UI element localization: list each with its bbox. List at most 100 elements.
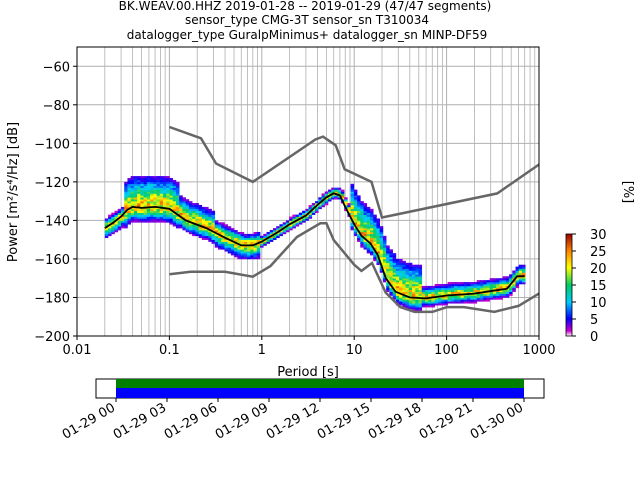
psd-cell — [205, 235, 209, 239]
psd-cell — [402, 260, 406, 264]
psd-cell — [150, 220, 154, 223]
psd-cell — [266, 237, 271, 240]
psd-cell — [311, 208, 316, 212]
psd-cell — [150, 214, 154, 217]
psd-cell — [402, 301, 406, 304]
psd-cell — [431, 285, 435, 289]
psd-cell — [150, 191, 154, 194]
psd-cell — [166, 181, 170, 185]
psd-cell — [130, 208, 135, 212]
psd-cell — [324, 193, 329, 196]
psd-cell — [133, 191, 138, 194]
psd-cell — [192, 203, 196, 206]
noise-models — [168, 125, 539, 314]
psd-cell — [111, 230, 115, 233]
psd-cell — [418, 285, 423, 289]
psd-cell — [399, 291, 403, 294]
psd-cell — [395, 274, 400, 277]
psd-cell — [389, 293, 393, 296]
psd-cell — [518, 276, 523, 279]
psd-cell — [127, 204, 131, 208]
psd-cell — [156, 197, 161, 200]
psd-cell — [188, 201, 193, 204]
psd-cell — [415, 287, 419, 291]
psd-cell — [376, 220, 381, 223]
time-tick-label: 01-29 03 — [111, 400, 169, 442]
psd-cell — [153, 178, 157, 181]
psd-cell — [405, 301, 410, 304]
psd-cell — [166, 183, 170, 187]
psd-cell — [428, 293, 432, 296]
psd-cell — [505, 282, 510, 285]
psd-cell — [205, 231, 209, 235]
psd-cell — [179, 197, 183, 200]
psd-cell — [234, 247, 238, 250]
psd-cell — [150, 183, 154, 187]
psd-cell — [163, 216, 167, 219]
psd-cell — [492, 297, 497, 300]
psd-cell — [499, 289, 503, 292]
psd-cell — [130, 178, 135, 181]
psd-cell — [120, 224, 125, 227]
psd-cell — [412, 266, 416, 269]
psd-cell — [104, 235, 109, 239]
psd-cell — [140, 181, 144, 185]
psd-cell — [124, 218, 128, 221]
psd-cell — [376, 241, 381, 244]
psd-cell — [146, 187, 151, 190]
psd-cell — [363, 228, 368, 231]
psd-cell — [272, 230, 277, 233]
psd-cell — [140, 203, 144, 206]
psd-cell — [195, 222, 199, 225]
psd-cell — [295, 214, 300, 217]
psd-cell — [130, 199, 135, 202]
psd-cell — [327, 197, 332, 200]
psd-cell — [218, 228, 222, 231]
psd-cell — [192, 226, 196, 229]
psd-cell — [114, 226, 119, 229]
psd-cell — [463, 283, 468, 287]
psd-cell — [353, 189, 358, 192]
psd-cell — [230, 253, 235, 256]
psd-cell — [247, 245, 251, 248]
psd-cell — [127, 222, 131, 225]
psd-cell — [172, 201, 177, 204]
data-bar — [116, 388, 524, 398]
psd-cell — [360, 208, 364, 212]
psd-cell — [237, 233, 241, 237]
psd-cell — [175, 183, 180, 187]
psd-cell — [379, 226, 384, 229]
psd-cell — [408, 282, 413, 285]
psd-cell — [133, 183, 138, 187]
psd-cell — [192, 210, 196, 213]
psd-cell — [127, 185, 131, 188]
psd-cell — [205, 230, 209, 233]
psd-cell — [479, 282, 484, 285]
psd-cell — [499, 291, 503, 294]
psd-cell — [198, 216, 203, 219]
psd-cell — [253, 245, 258, 248]
psd-cell — [256, 249, 261, 252]
psd-cell — [156, 193, 161, 196]
psd-cell — [370, 235, 374, 239]
psd-cell — [405, 285, 410, 289]
psd-cell — [146, 203, 151, 206]
psd-cell — [308, 204, 313, 208]
psd-cell — [357, 237, 361, 240]
psd-cell — [124, 204, 128, 208]
psd-cell — [463, 289, 468, 292]
psd-cell — [360, 214, 364, 217]
psd-cell — [234, 255, 238, 258]
psd-cell — [156, 178, 161, 181]
psd-cell — [386, 285, 390, 289]
psd-cell — [243, 253, 248, 256]
time-tick-label: 01-29 12 — [264, 400, 322, 442]
psd-cell — [140, 210, 144, 213]
psd-cell — [237, 247, 241, 250]
psd-cell — [201, 237, 206, 240]
psd-cell — [360, 245, 364, 248]
psd-cell — [124, 201, 128, 204]
psd-cell — [457, 283, 461, 287]
psd-cell — [476, 282, 481, 285]
psd-cell — [463, 285, 468, 289]
